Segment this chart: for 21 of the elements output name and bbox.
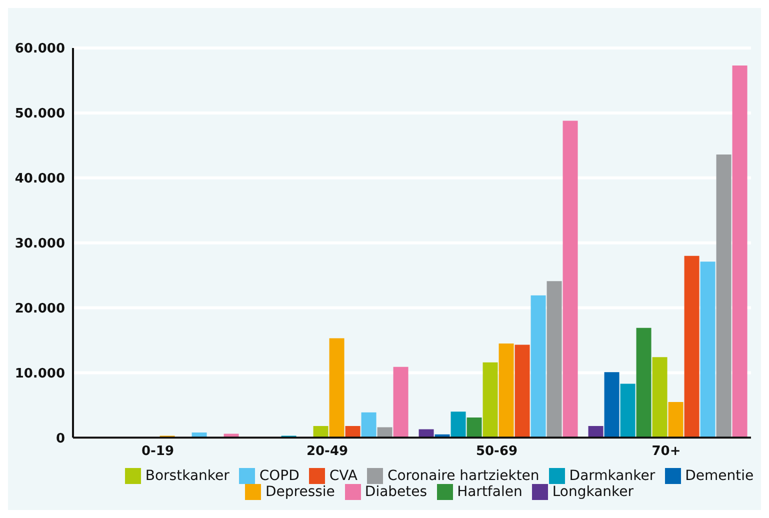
legend-label: CVA (329, 468, 358, 484)
legend-label: Dementie (685, 468, 754, 484)
y-tick-label: 10.000 (14, 366, 65, 382)
legend-label: COPD (259, 468, 300, 484)
legend-label: Diabetes (364, 484, 428, 500)
x-tick-label: 70+ (652, 444, 681, 459)
legend-label: Longkanker (552, 484, 634, 500)
legend-label: Darmkanker (569, 468, 656, 484)
y-tick-label: 20.000 (14, 301, 65, 316)
x-tick-label: 50-69 (476, 444, 518, 459)
x-tick-label: 0-19 (141, 444, 174, 459)
y-tick-label: 0 (56, 431, 65, 446)
legend-label: Coronaire hartziekten (387, 468, 540, 484)
x-tick-label: 20-49 (306, 444, 348, 459)
legend-label: Borstkanker (145, 468, 230, 484)
legend-label: Hartfalen (457, 484, 522, 500)
y-tick-label: 50.000 (14, 106, 65, 122)
y-tick-label: 40.000 (14, 172, 65, 186)
legend-label: Depressie (265, 484, 335, 500)
y-tick-label: 30.000 (14, 236, 65, 252)
y-tick-label: 60.000 (14, 42, 65, 57)
